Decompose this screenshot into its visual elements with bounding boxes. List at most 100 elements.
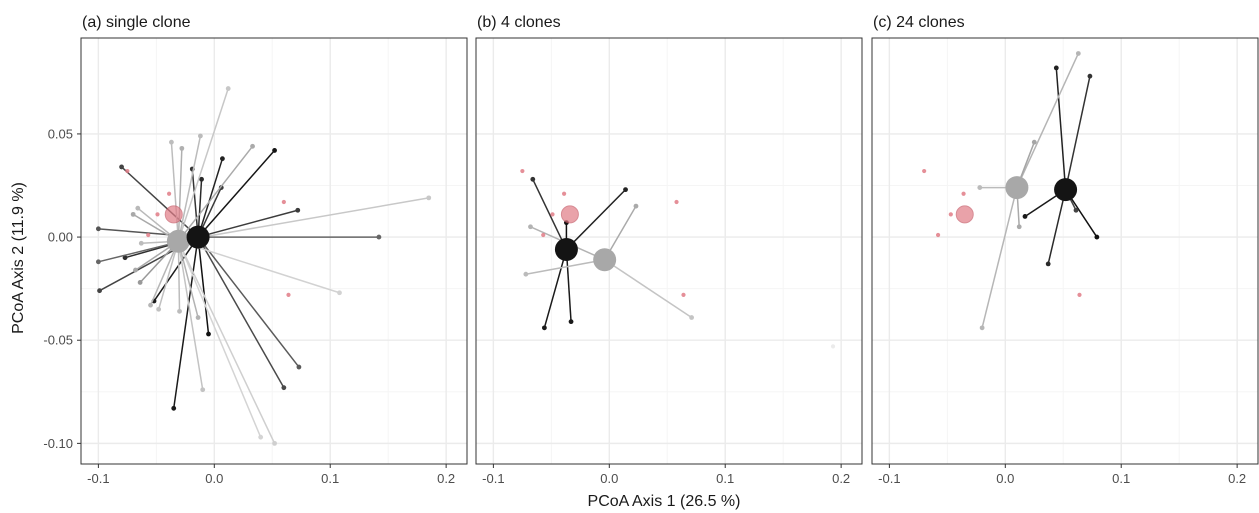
sample-point [296,364,302,370]
x-axis-ticks: -0.1 0.0 0.1 0.2 [878,464,1246,486]
panel-border [871,37,1259,465]
x-tick-label: 0.0 [996,471,1014,486]
x-axis-ticks: -0.1 0.0 0.1 0.2 [482,464,850,486]
sample-point [199,176,204,182]
sample-point [948,212,953,217]
x-axis-title: PCoA Axis 1 (26.5 %) [588,493,741,510]
sample-point [979,325,985,331]
spoke-line [197,158,224,238]
sample-point [530,176,536,182]
sample-point [146,232,151,238]
spoke-line [543,249,568,329]
spoke-line [172,236,199,409]
y-axis-title: PCoA Axis 2 (11.9 %) [10,182,27,334]
spoke-line [197,236,285,389]
centroids [554,205,617,272]
sample-point [1045,261,1051,267]
sample-point [148,302,153,308]
x-tick-label: 0.0 [205,471,223,486]
sample-point [220,156,225,162]
grid [476,38,862,464]
spoke-line [149,240,180,306]
spoke-line [121,166,199,238]
panel-title: (a) single clone [82,14,191,31]
panel-border [475,37,863,465]
sample-point [1053,65,1059,71]
spoke-line [177,148,183,242]
y-tick-label: -0.05 [43,333,73,348]
sample-point [1077,292,1082,297]
y-tick-label: 0.05 [48,126,73,141]
spoke-line [197,236,300,368]
centroid-point [955,205,974,224]
centroids [955,176,1078,224]
sample-point [376,234,382,240]
sample-point [523,271,529,277]
y-axis-ticks: -0.10 -0.05 0.00 0.05 [43,126,81,451]
centroids [164,205,210,253]
x-tick-label: -0.1 [878,471,900,486]
spoke-line [177,241,204,390]
spoke-line [981,187,1018,329]
sample-point [281,199,286,205]
sample-point [95,226,101,232]
sample-point [426,195,432,201]
y-tick-label: -0.10 [43,436,73,451]
panel-border [80,37,468,465]
sample-point [171,405,177,411]
spoke-line [525,259,605,275]
spoke-line [604,259,693,319]
spoke-line [1047,189,1067,265]
sample-point [674,199,679,205]
centroid-point [1054,178,1078,202]
spoke-line [1064,76,1091,190]
sample-point [250,143,255,149]
sample-point [200,387,206,393]
centroid-point [554,237,578,261]
y-tick-label: 0.00 [48,230,73,245]
spoke-line [157,240,180,310]
sample-point [258,434,264,440]
sample-point [95,259,101,265]
spoke-line [177,135,202,242]
sample-point [169,139,174,145]
sample-point [225,86,231,91]
sample-point [281,385,287,391]
sample-point [830,344,836,349]
spoke-line [177,241,199,318]
sample-point [561,191,567,196]
x-tick-label: 0.1 [1112,471,1130,486]
sample-point [179,145,185,151]
sample-point [623,187,628,193]
sample-point [961,191,966,196]
panel: (b) 4 clones -0.1 0.0 0.1 0.2 [475,14,863,486]
free-points [125,168,291,297]
sample-point [633,203,639,209]
x-tick-label: 0.2 [437,471,455,486]
spoke-line [177,145,254,242]
x-tick-label: 0.1 [716,471,734,486]
panel-title: (b) 4 clones [477,14,561,31]
spoke-line [1016,53,1080,188]
spoke-line [177,241,181,312]
x-tick-label: 0.0 [600,471,618,486]
sample-point [1073,207,1079,213]
sample-point [122,255,128,261]
spoke-line [197,149,276,238]
free-points [922,168,1082,297]
sample-point [195,315,201,320]
sample-point [286,292,291,297]
centroid-point [1005,176,1029,200]
sample-point [541,325,547,331]
sample-point [125,168,130,174]
centroid-point [593,248,617,272]
spoke-line [170,142,180,242]
facet-panels: (a) single clone -0.1 0.0 0.1 0.2 (b) 4 clone… [80,14,1259,486]
spoke-line [177,88,229,242]
spoke-line [178,197,429,242]
sample-point [133,267,138,273]
panel-title: (c) 24 clones [873,14,965,31]
sample-point [681,292,686,297]
sample-point [550,212,555,217]
sample-point [156,306,162,312]
